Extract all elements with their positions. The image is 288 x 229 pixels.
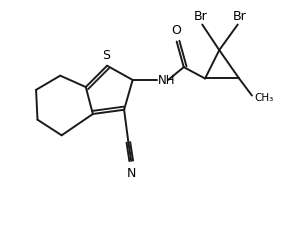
Text: Br: Br (194, 10, 208, 23)
Text: CH₃: CH₃ (254, 93, 273, 103)
Text: N: N (126, 166, 136, 179)
Text: Br: Br (232, 10, 246, 23)
Text: NH: NH (158, 74, 176, 87)
Text: O: O (171, 24, 181, 37)
Text: S: S (102, 48, 110, 61)
